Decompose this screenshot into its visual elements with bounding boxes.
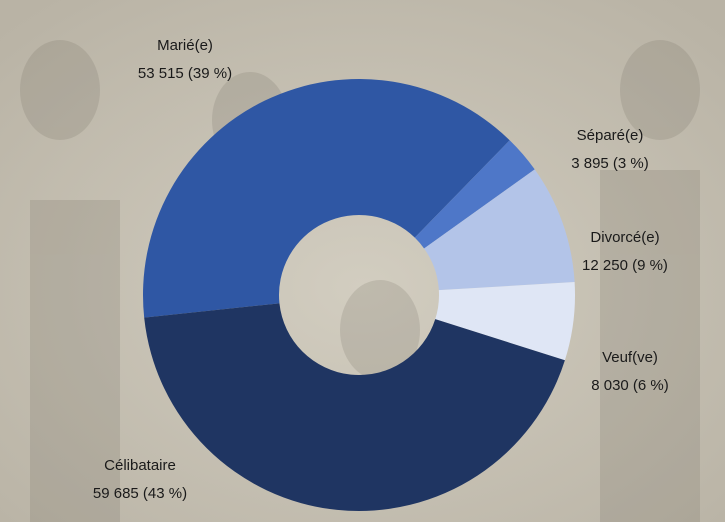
donut-slice [144, 303, 565, 512]
slice-label: Séparé(e) [577, 127, 644, 144]
slice-value-label: 59 685 (43 %) [93, 485, 187, 502]
donut-slice [414, 140, 535, 249]
slice-label: Divorcé(e) [590, 229, 659, 246]
background-figures [20, 40, 700, 522]
slice-value-label: 12 250 (9 %) [582, 257, 668, 274]
donut-slice [435, 281, 576, 361]
slice-label: Célibataire [104, 457, 176, 474]
slice-value-label: 3 895 (3 %) [571, 155, 649, 172]
donut-slice [424, 169, 575, 291]
slice-label: Veuf(ve) [602, 349, 658, 366]
donut-slice [143, 78, 510, 318]
slice-label: Marié(e) [157, 37, 213, 54]
slice-value-label: 8 030 (6 %) [591, 377, 669, 394]
slice-value-label: 53 515 (39 %) [138, 65, 232, 82]
